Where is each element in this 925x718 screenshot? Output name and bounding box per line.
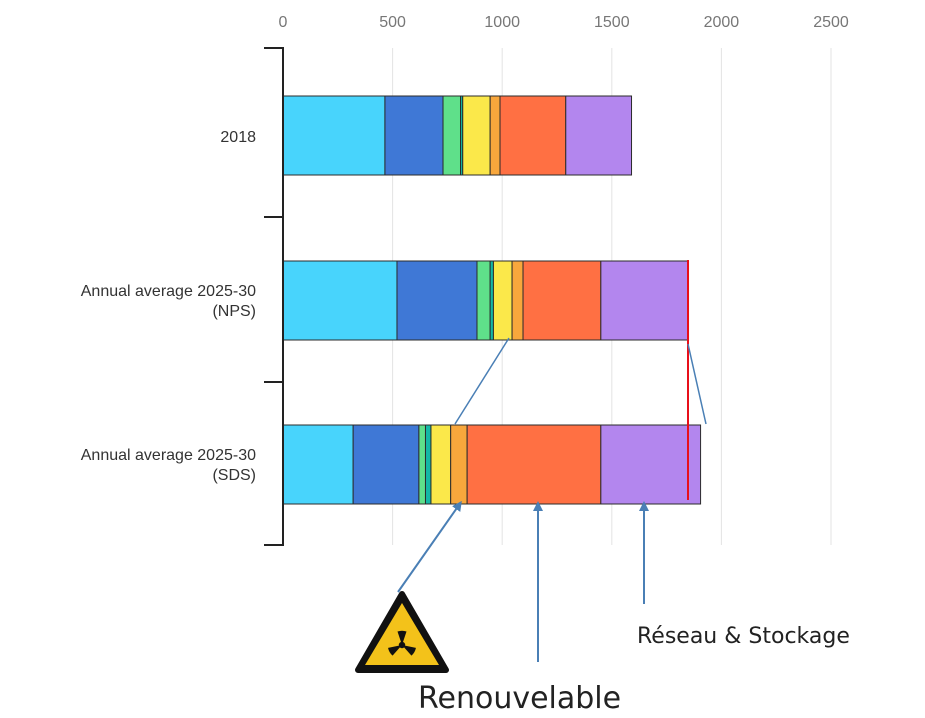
bar-segment (450, 424, 468, 505)
category-label: Annual average 2025-30 (SDS) (81, 447, 256, 484)
grid-storage-label: Réseau & Stockage (637, 624, 850, 649)
radioactive-warning-icon (355, 591, 449, 673)
connector-line-nuclear (454, 337, 510, 425)
renewable-label: Renouvelable (418, 681, 621, 716)
bar-segment (352, 424, 420, 505)
x-axis-ticks: 0 500 1000 1500 2000 2500 (279, 14, 849, 31)
bar-segment (282, 95, 386, 176)
category-labels: 2018 Annual average 2025-30 (NPS) Annual av… (81, 129, 256, 484)
category-label: 2018 (220, 129, 256, 146)
bar-segment (476, 260, 491, 341)
x-tick-label: 500 (379, 14, 406, 31)
bar-segment (489, 95, 501, 176)
bar-segment (462, 95, 491, 176)
x-tick-label: 0 (279, 14, 288, 31)
x-tick-label: 1500 (594, 14, 630, 31)
bar-segment (396, 260, 478, 341)
arrow-nuclear (397, 500, 462, 593)
x-tick-label: 2500 (813, 14, 849, 31)
bar-segment (522, 260, 602, 341)
x-tick-label: 2000 (704, 14, 740, 31)
bar-segment (492, 260, 513, 341)
category-axis-line (264, 47, 284, 546)
bar-segment (430, 424, 452, 505)
bar-segment (466, 424, 602, 505)
bar-segment (442, 95, 462, 176)
bar-segment (565, 95, 633, 176)
annotation-arrows (397, 500, 649, 662)
connector-line-grid (687, 343, 707, 425)
category-axis (264, 47, 284, 546)
x-tick-label: 1000 (484, 14, 520, 31)
annotation-lines (454, 260, 707, 500)
bar-segment (282, 424, 354, 505)
bar-segment (600, 424, 702, 505)
bar-segment (282, 260, 398, 341)
bar-segment (418, 424, 426, 505)
bar-segment (600, 260, 690, 341)
bar-segment (511, 260, 524, 341)
bar-segments (282, 95, 702, 505)
category-label: Annual average 2025-30 (NPS) (81, 283, 256, 320)
bar-segment (384, 95, 444, 176)
bar-segment (424, 424, 432, 505)
bar-segment (499, 95, 567, 176)
